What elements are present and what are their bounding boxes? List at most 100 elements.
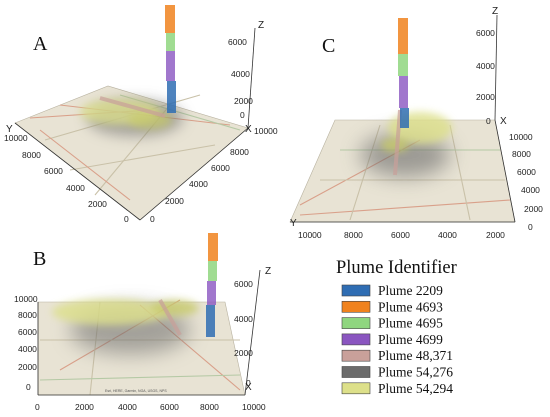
legend-swatch: [341, 382, 371, 395]
panel-a-plume-4695: [166, 33, 175, 51]
legend-label: Plume 4693: [378, 299, 443, 314]
panel-c-plume-54294-core: [381, 138, 409, 152]
panel-a-stack: [165, 5, 176, 113]
panel-c-y-tick: 8000: [512, 149, 531, 159]
panel-a-axes: Z X Y 6000 4000 2000 0 10000 8000 6000 4…: [4, 20, 278, 224]
panel-c: C Z X Y 6000 4000 2000: [289, 6, 543, 240]
legend-label: Plume 2209: [378, 283, 443, 298]
legend-label: Plume 54,276: [378, 365, 453, 380]
panel-b-x-tick: 0: [35, 402, 40, 412]
panel-a-x-tick: 4000: [189, 179, 208, 189]
legend-swatch: [341, 317, 371, 329]
panel-c-z-tick: 6000: [476, 28, 495, 38]
panel-c-z-tick: 4000: [476, 61, 495, 71]
panel-c-z-tick: 0: [486, 116, 491, 126]
panel-c-y-tick: 10000: [509, 132, 533, 142]
panel-c-plume-4695: [398, 54, 408, 76]
panel-b-plume-4695: [208, 261, 217, 281]
panel-c-y-tick: 2000: [524, 204, 543, 214]
panel-a-x-label: X: [245, 124, 252, 135]
panel-c-stack: [398, 18, 409, 128]
panel-a-letter: A: [33, 33, 48, 55]
panel-c-x-tick: 4000: [438, 230, 457, 240]
panel-a-y-label: Y: [6, 124, 13, 135]
panel-c-plume-48371: [393, 109, 402, 176]
panel-c-plume-4693: [398, 18, 408, 54]
panel-a-x-tick: 6000: [211, 163, 230, 173]
panel-a-plume-4699: [166, 51, 175, 81]
legend-label: Plume 4695: [378, 316, 443, 331]
panel-b-y-tick: 10000: [14, 294, 38, 304]
panel-a-x-tick: 0: [150, 214, 155, 224]
panel-a-x-tick: 2000: [165, 196, 184, 206]
panel-c-z-label: Z: [492, 6, 498, 17]
panel-c-y-tick: 0: [528, 222, 533, 232]
panel-b-y-tick: 4000: [18, 344, 37, 354]
panel-b-x-label: X: [245, 382, 252, 393]
panel-a-y-tick: 2000: [88, 199, 107, 209]
panel-b-plume-54294-core: [151, 300, 199, 316]
panel-a-z-tick: 2000: [234, 96, 253, 106]
panel-a-plume-4693: [165, 5, 175, 33]
panel-c-x-tick: 8000: [344, 230, 363, 240]
panel-b-x-tick: 4000: [118, 402, 137, 412]
panel-b-plume-4693: [208, 233, 218, 261]
panel-c-z-tick: 2000: [476, 92, 495, 102]
panel-a-z-tick: 6000: [228, 37, 247, 47]
panel-c-x-label: X: [500, 116, 507, 127]
panel-b-y-tick: 6000: [18, 327, 37, 337]
panel-b-x-tick: 8000: [200, 402, 219, 412]
panel-b-y-tick: 0: [26, 382, 31, 392]
panel-a-y-tick: 6000: [44, 166, 63, 176]
legend-swatch: [341, 300, 371, 313]
panel-c-plume-4699: [399, 76, 408, 108]
panel-b-plume-48371: [158, 299, 182, 336]
panel-b-plume-54294: [52, 299, 168, 325]
panel-b-x-tick: 2000: [75, 402, 94, 412]
legend-swatch: [341, 349, 371, 362]
panel-b-y-tick: 8000: [18, 310, 37, 320]
legend-label: Plume 48,371: [378, 348, 453, 363]
panel-a-y-tick: 8000: [22, 150, 41, 160]
panel-b-x-tick: 6000: [160, 402, 179, 412]
legend-label: Plume 4699: [378, 332, 443, 347]
panel-b-plume-4699: [207, 281, 216, 305]
panel-b-y-tick: 2000: [18, 362, 37, 372]
panel-b-axes: Z X 6000 4000 2000 0 0 2000 4000 6000 80…: [14, 266, 271, 412]
panel-a-z-label: Z: [258, 20, 264, 31]
panel-b-stack: [206, 233, 218, 337]
panel-c-plume-2209: [400, 108, 409, 128]
panel-b: B Z X 6000 4000 2000 0: [14, 233, 271, 412]
panel-c-x-tick: 6000: [391, 230, 410, 240]
legend-swatch: [341, 333, 371, 346]
panel-a-y-tick: 4000: [66, 183, 85, 193]
panel-b-map-attribution: Esri, HERE, Garmin, NGA, USGS, NPS: [105, 389, 167, 393]
panel-a-x-tick: 10000: [254, 126, 278, 136]
panel-b-z-tick: 0: [246, 378, 251, 388]
panel-c-y-tick: 6000: [517, 167, 536, 177]
panel-c-x-tick: 2000: [486, 230, 505, 240]
panel-b-letter: B: [33, 248, 46, 270]
panel-b-x-tick: 10000: [242, 402, 266, 412]
panel-b-z-tick: 6000: [234, 279, 253, 289]
legend-label: Plume 54,294: [378, 381, 453, 396]
panel-c-x-tick: 10000: [298, 230, 322, 240]
panel-b-z-tick: 4000: [234, 314, 253, 324]
panel-a: A Z X Y: [4, 5, 278, 224]
panel-c-y-tick: 4000: [521, 185, 540, 195]
legend-swatch: [341, 366, 371, 378]
panel-a-z-tick: 4000: [231, 69, 250, 79]
panel-b-plume-2209: [206, 305, 215, 337]
panel-a-z-tick: 0: [240, 110, 245, 120]
panel-a-y-tick: 0: [124, 214, 129, 224]
legend-swatch: [341, 284, 371, 297]
panel-c-letter: C: [322, 35, 335, 57]
panel-c-y-label: Y: [290, 218, 297, 229]
panel-c-axes: Z X Y 6000 4000 2000 0 10000 8000 6000 4…: [290, 6, 543, 240]
panel-a-plume-2209: [167, 81, 176, 113]
panel-a-y-tick: 10000: [4, 133, 28, 143]
panel-a-plume-48371: [99, 96, 166, 118]
